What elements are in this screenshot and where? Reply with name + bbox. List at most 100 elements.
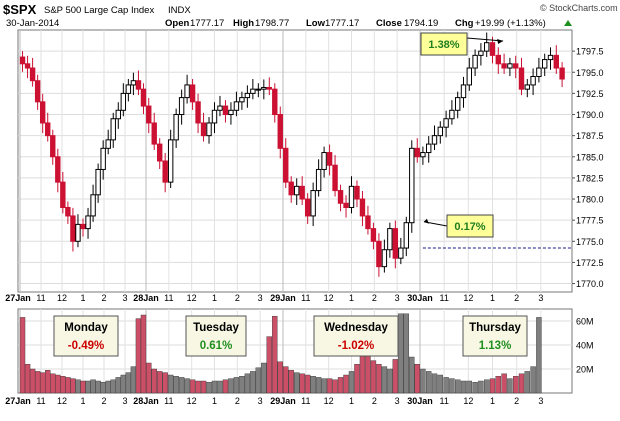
gain-callout-text: 1.38% [428,39,459,51]
volume-bar-down [299,373,305,394]
x-tick-label-hour: 11 [164,396,173,406]
candle-down [146,105,152,124]
volume-bar-up [211,380,218,394]
x-tick-label-hour: 3 [122,396,127,406]
candle-down [162,160,168,183]
candle-down [195,101,201,124]
candle-up [239,97,245,103]
price-y-tick-label: 1797.5 [576,47,604,57]
candle-down [65,206,71,217]
candle-up [294,185,300,196]
volume-bar-up [387,368,393,394]
volume-bar-up [120,374,127,394]
volume-bar-up [437,374,443,394]
candle-down [151,122,157,145]
volume-bar-up [178,377,185,394]
volume-bar-down [55,374,61,394]
candle-up [387,228,393,251]
volume-y-axis: 20M 40M 60M [576,317,594,375]
candle-down [45,122,51,137]
volume-bar-down [189,379,196,394]
candle-down [337,190,344,204]
x-tick-label-hour: 3 [538,293,543,303]
candle-up [233,101,240,111]
candle-up [130,80,137,86]
x-tick-label-date: 28Jan [133,293,159,303]
volume-bar-up [466,380,472,394]
volume-bar-up [420,368,426,394]
x-tick-label-hour: 11 [301,293,310,303]
volume-bar-up [167,374,174,394]
candle-down [266,86,273,90]
volume-bar-up [455,379,461,394]
volume-bar-up [310,376,316,394]
volume-bar-down [283,366,289,394]
price-y-tick-label: 1785.0 [576,152,604,162]
volume-bar-up [449,378,455,394]
volume-bar-down [288,370,294,394]
candle-down [60,181,66,208]
day-change-boxes: Monday -0.49% Tuesday 0.61% Wednesday -1.02% T… [53,315,528,357]
volume-bar-up [239,376,245,394]
candle-up [437,126,444,137]
candle-up [478,50,484,56]
x-tick-label-hour: 12 [463,396,473,406]
x-tick-label-hour: 3 [538,396,543,406]
candle-up [403,222,410,249]
price-y-tick-label: 1780.0 [576,195,604,205]
x-tick-label-hour: 1 [349,293,354,303]
gap-callout-text: 0.17% [454,221,485,233]
x-tick-label-hour: 1 [80,396,85,406]
x-tick-label-hour: 2 [372,396,377,406]
open-value: 1777.17 [190,18,224,29]
volume-bar-down [70,378,76,394]
low-label: Low [306,18,326,29]
volume-bar-down [222,379,229,394]
volume-bar-up [105,380,111,394]
candle-up [90,194,96,217]
candle-down [559,67,565,80]
candle-down [518,67,525,90]
volume-bar-down [45,370,51,394]
volume-bar-down [34,371,41,394]
chg-value: +19.99 (+1.13%) [475,18,546,29]
x-tick-label-hour: 2 [101,396,106,406]
low-value: 1777.17 [325,18,359,29]
volume-bar-down [518,373,525,394]
candle-up [484,42,490,52]
volume-bar-up [426,371,432,394]
day-name-label: Thursday [469,322,521,334]
volume-bar-down [414,364,420,394]
candle-up [460,84,467,99]
x-tick-label-hour: 1 [80,293,85,303]
price-y-tick-label: 1792.5 [576,89,604,99]
volume-bar-down [277,361,283,394]
volume-bar-down [343,374,349,394]
volume-bar-up [184,378,190,394]
x-tick-label-hour: 2 [235,293,240,303]
volume-bar-down [392,359,399,394]
volume-bar-down [29,368,36,394]
candle-down [513,63,519,69]
x-tick-label-hour: 3 [122,293,127,303]
candle-up [420,152,426,158]
x-tick-label-hour: 1 [212,396,217,406]
chg-label: Chg [455,18,474,29]
candle-down [39,101,46,124]
day-change-value: -0.49% [68,340,104,352]
close-value: 1794.19 [404,18,438,29]
x-tick-label-hour: 12 [187,293,197,303]
candle-down [140,88,147,107]
candle-up [206,122,212,137]
volume-bar-down [156,371,163,394]
volume-bar-down [266,336,272,394]
candle-up [178,97,185,116]
candle-up [173,114,179,141]
candle-down [343,202,349,208]
candle-down [304,198,311,217]
volume-bar-down [272,316,278,394]
x-tick-label-date: 29Jan [270,396,296,406]
volume-bar-down [24,364,31,394]
gain-callout-box [420,32,468,56]
candle-up [466,67,473,86]
